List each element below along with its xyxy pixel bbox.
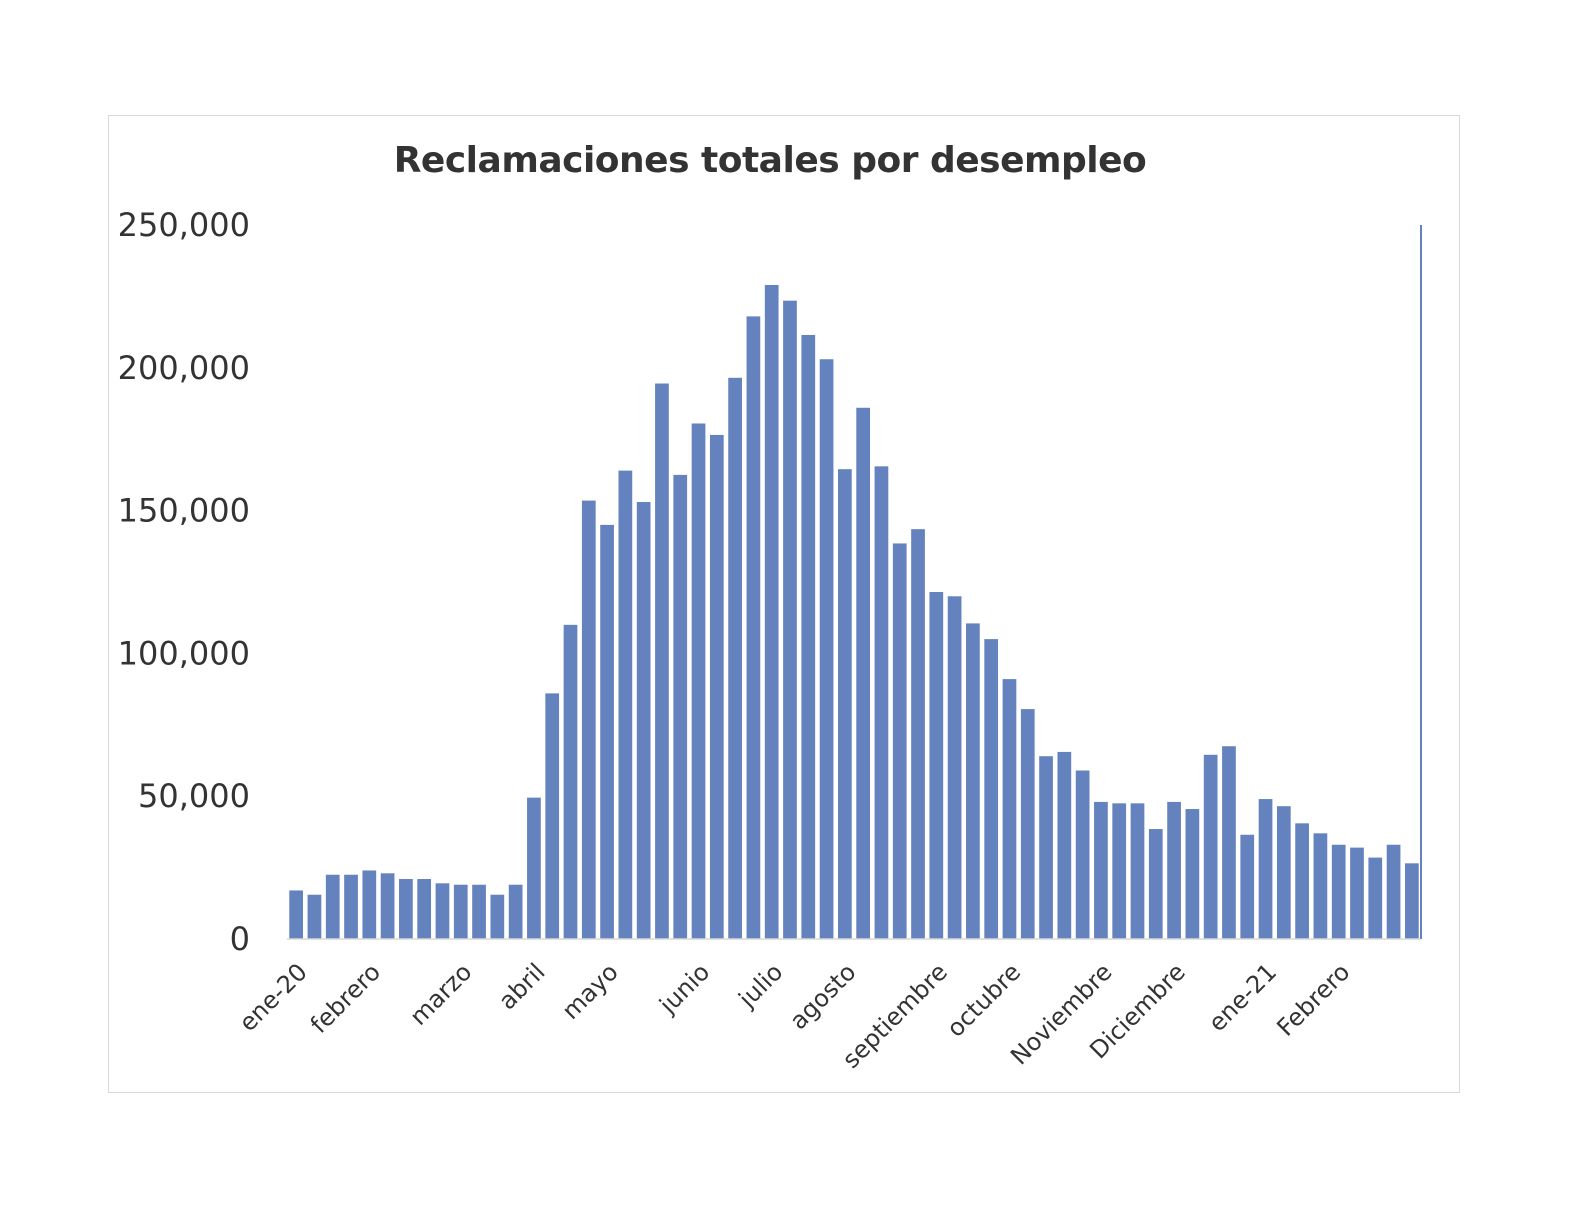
bar [1075,770,1090,939]
x-tick-label: julio [733,958,789,1014]
bar [709,434,724,939]
y-tick-label: 250,000 [118,206,250,244]
bar [1222,746,1236,939]
bar [1405,863,1419,939]
y-tick-label: 100,000 [118,634,250,672]
bar [1295,823,1309,939]
x-tick-label: abril [493,958,550,1015]
bar [325,874,340,939]
bar [636,502,651,939]
bar [1350,847,1364,939]
bar [1368,857,1383,939]
bar [947,596,962,939]
y-tick-label: 150,000 [118,492,250,530]
bar [874,466,889,939]
bar [417,879,432,939]
bar [856,407,871,939]
bar-series [289,284,1419,940]
bar [1057,751,1072,939]
y-tick-label: 0 [230,920,250,958]
bar [380,873,395,939]
bar [563,624,578,939]
bar [966,623,980,939]
bar [527,797,541,939]
bar [362,870,377,939]
bar [801,334,816,940]
x-tick-label: marzo [404,958,477,1031]
x-tick-label: Febrero [1271,958,1355,1042]
bar [1313,833,1328,939]
bar [289,890,304,939]
x-tick-label: ene-21 [1203,958,1282,1037]
bar [307,894,322,939]
x-tick-label: octubre [941,958,1026,1043]
y-tick-label: 50,000 [138,777,250,815]
bar [508,884,523,939]
x-tick-label: febrero [305,958,386,1039]
bar [1167,801,1181,939]
bar [1002,679,1017,939]
bar [1185,809,1200,939]
x-tick-label: ene-20 [234,958,313,1037]
bar [819,359,834,940]
bar [435,883,450,939]
x-tick-label: junio [653,958,715,1020]
x-tick-label: agosto [784,958,861,1035]
bar [984,639,999,939]
bar [892,543,907,939]
bar [764,284,779,940]
bar [746,316,761,939]
x-tick-label: mayo [557,958,624,1025]
bar [1020,709,1035,939]
bar [600,524,614,939]
y-tick-label: 200,000 [118,349,250,387]
bar [1094,801,1108,939]
bar [1386,844,1401,939]
bar [1258,799,1273,939]
bar [618,470,633,939]
bar [581,500,596,939]
bar [1276,806,1291,939]
bar [1331,844,1346,939]
bar [545,693,560,939]
bar [728,377,742,939]
bar [1240,834,1255,939]
bar [490,894,505,939]
y-axis-ticks: 0 50,000 100,000 150,000 200,000 250,000 [118,206,250,958]
bar [673,474,688,939]
bar [929,592,944,939]
bar [472,884,486,939]
bar [838,469,852,939]
bar [1039,756,1053,939]
chart-title: Reclamaciones totales por desempleo [393,140,1147,181]
bar [1130,803,1145,939]
bar [691,423,706,939]
bar [1112,803,1127,939]
bar [1148,829,1163,939]
bar [1203,754,1218,939]
bar [453,884,468,939]
bar [655,383,669,939]
bar [911,529,925,939]
bar [783,300,797,939]
bar [399,879,413,939]
bar [344,874,358,939]
